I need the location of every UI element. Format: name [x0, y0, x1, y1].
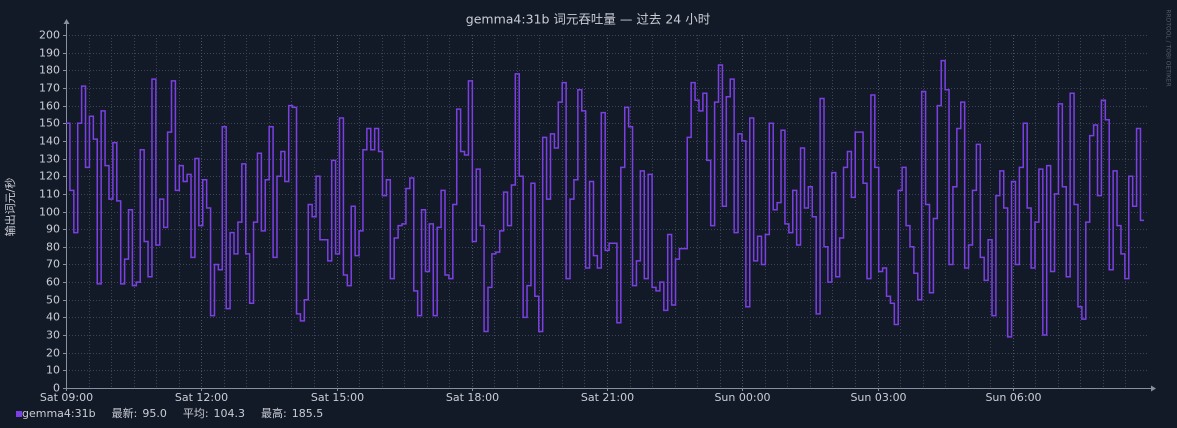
- y-tick-label: 140: [39, 135, 60, 148]
- x-axis-arrow: [1151, 385, 1156, 392]
- y-tick-label: 200: [39, 29, 60, 42]
- y-tick-label: 110: [39, 188, 60, 201]
- y-tick-label: 90: [46, 223, 60, 236]
- chart-title: gemma4:31b 词元吞吐量 — 过去 24 小时: [466, 12, 711, 27]
- legend-swatch: [16, 411, 22, 417]
- y-tick-label: 30: [46, 329, 60, 342]
- legend-stat-value: 95.0: [142, 407, 167, 420]
- legend-stat-value: 185.5: [292, 407, 324, 420]
- legend-stat-label: 最高:: [261, 406, 287, 420]
- legend-stat-label: 平均:: [183, 407, 209, 420]
- y-tick-label: 160: [39, 100, 60, 113]
- y-tick-label: 130: [39, 153, 60, 166]
- x-tick-label: Sat 12:00: [175, 391, 228, 404]
- y-tick-label: 20: [46, 347, 60, 360]
- y-tick-label: 10: [46, 364, 60, 377]
- y-tick-label: 50: [46, 294, 60, 307]
- y-tick-label: 180: [39, 64, 60, 77]
- y-tick-label: 80: [46, 241, 60, 254]
- x-tick-label: Sun 06:00: [985, 391, 1041, 404]
- x-tick-label: Sat 21:00: [581, 391, 634, 404]
- y-tick-label: 170: [39, 82, 60, 95]
- y-tick-label: 0: [53, 382, 60, 395]
- y-tick-label: 40: [46, 311, 60, 324]
- legend-stat-value: 104.3: [214, 407, 246, 420]
- legend-label: gemma4:31b: [22, 407, 96, 420]
- y-axis-arrow: [63, 19, 70, 24]
- y-tick-label: 100: [39, 206, 60, 219]
- y-axis-label: 输出词元/秒: [3, 178, 17, 237]
- x-tick-label: Sat 15:00: [311, 391, 364, 404]
- x-tick-label: Sun 00:00: [714, 391, 770, 404]
- y-tick-label: 120: [39, 170, 60, 183]
- series-line: [66, 59, 1144, 338]
- watermark: RRDTOOL / TOBI OETIKER: [1165, 9, 1172, 86]
- y-tick-label: 70: [46, 258, 60, 271]
- y-tick-label: 60: [46, 276, 60, 289]
- x-tick-label: Sat 09:00: [40, 391, 93, 404]
- y-tick-label: 190: [39, 47, 60, 60]
- y-tick-label: 150: [39, 117, 60, 130]
- legend-stat-label: 最新:: [112, 406, 138, 420]
- x-tick-label: Sat 18:00: [446, 391, 499, 404]
- x-tick-label: Sun 03:00: [850, 391, 906, 404]
